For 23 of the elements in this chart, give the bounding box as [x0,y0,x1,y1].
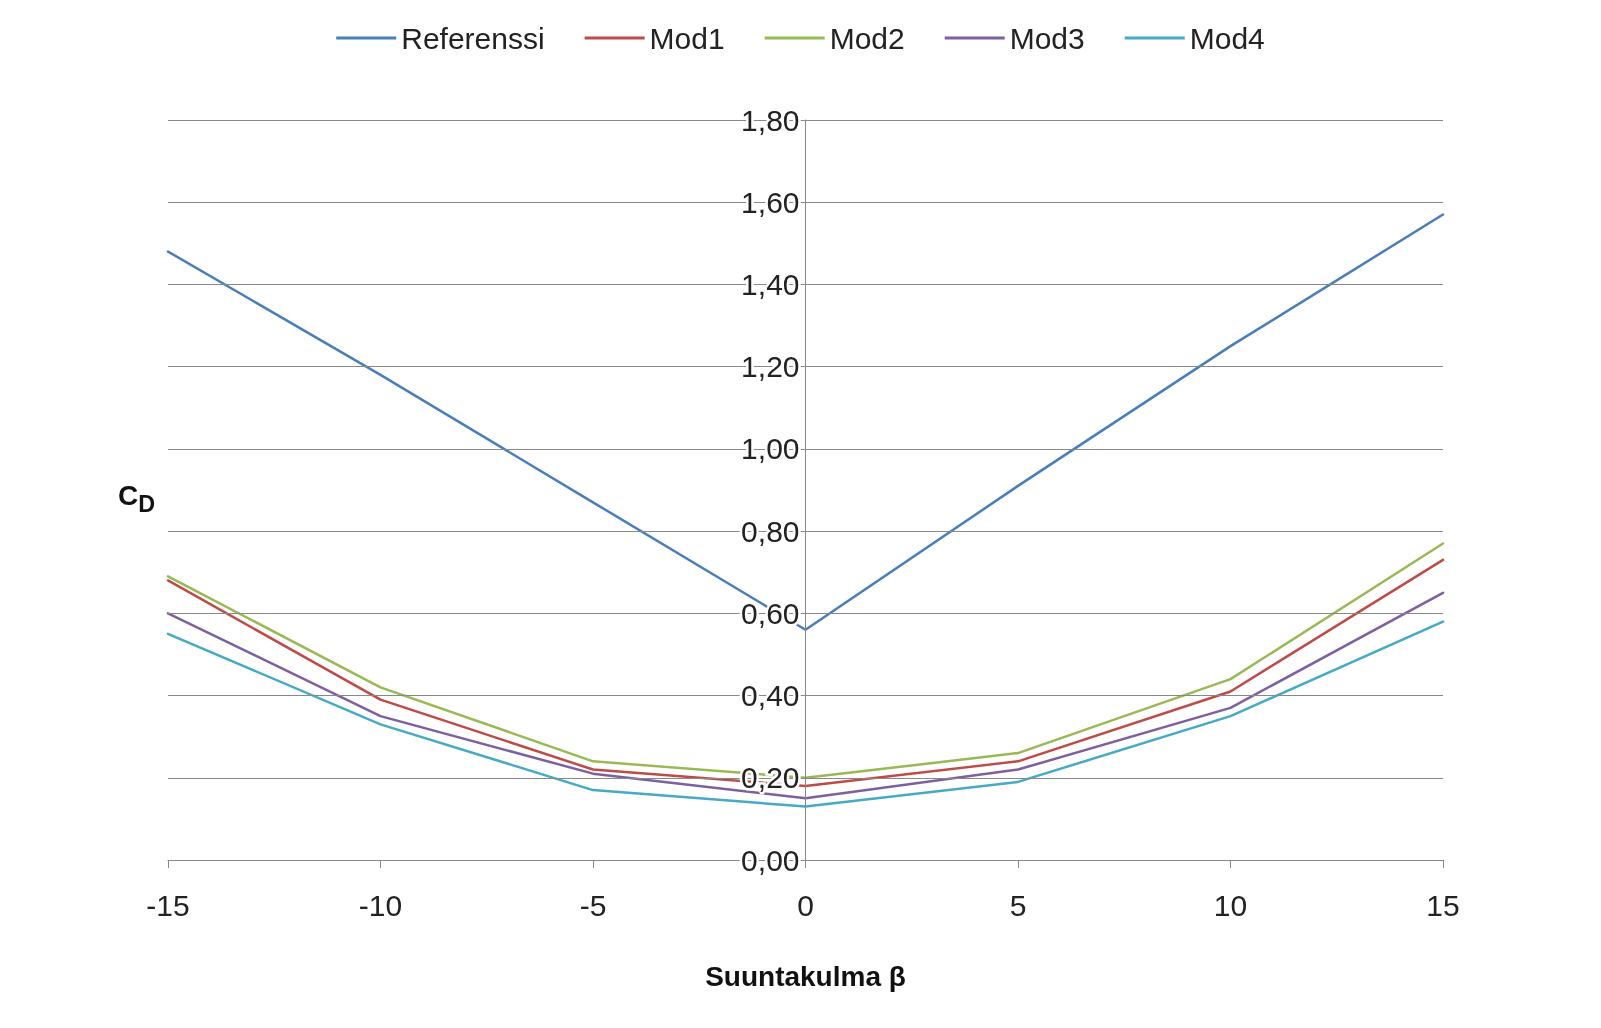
legend-label: Mod1 [649,21,725,55]
line-series [166,591,1445,800]
legend-label: Mod2 [829,21,905,55]
y-tick-label: 1,40 [741,267,800,301]
x-tick-label: 15 [1426,888,1460,922]
x-tick-label: 0 [797,888,814,922]
y-tick-label: 1,00 [741,432,800,466]
y-tick-label: 0,80 [741,514,800,548]
x-tick-label: 5 [1009,888,1027,922]
y-tick-label: 1,80 [741,103,800,137]
y-axis-title: C$_{D}$ [118,480,156,518]
x-axis-title: Suuntakulma β [705,960,906,992]
legend-label: Mod3 [1009,21,1085,55]
legend-label: Referenssi [401,21,545,55]
x-tick-label: -15 [146,888,190,922]
y-tick-label: 1,20 [741,350,800,384]
y-tick-label: 1,60 [741,185,800,219]
y-tick-label: 0,00 [741,843,800,877]
x-tick-label: -5 [579,888,607,922]
x-tick-label: -10 [358,888,403,922]
x-tick-label: 10 [1213,888,1248,922]
legend-label: Mod4 [1189,21,1265,55]
y-tick-label: 0,40 [741,679,800,713]
